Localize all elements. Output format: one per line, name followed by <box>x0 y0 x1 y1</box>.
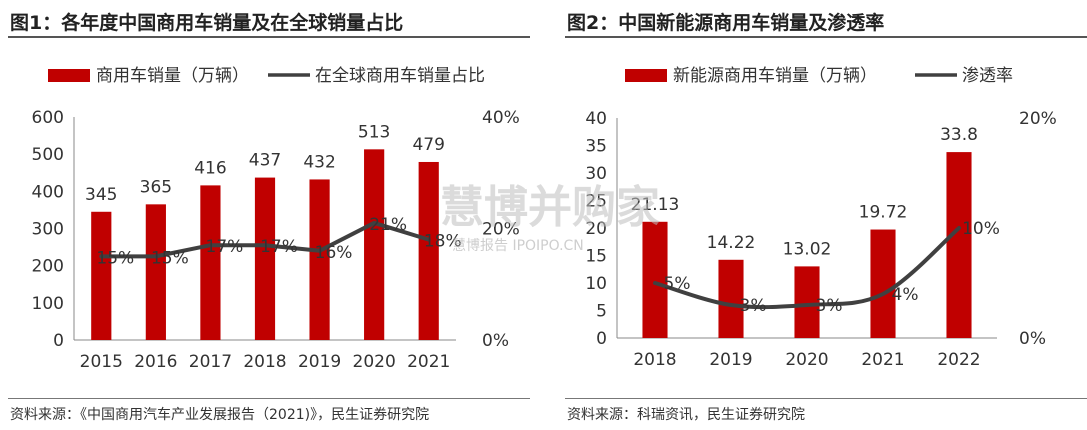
bar <box>946 152 972 338</box>
bar <box>794 266 820 338</box>
bar <box>870 229 896 338</box>
legend-label-line: 渗透率 <box>962 66 1013 86</box>
bar <box>309 179 330 340</box>
line-point <box>881 292 885 296</box>
legend-label-bar: 新能源商用车销量（万辆） <box>673 66 877 86</box>
bar-value-label: 21.13 <box>631 195 680 215</box>
bar-value-label: 479 <box>412 135 444 155</box>
line-point <box>208 243 212 247</box>
line-value-label: 10% <box>962 219 1000 239</box>
y-left-tick-label: 25 <box>585 192 607 212</box>
source-divider-left <box>8 398 530 399</box>
y-left-tick-label: 0 <box>596 329 607 349</box>
line-value-label: 15% <box>151 248 189 268</box>
bar-value-label: 365 <box>140 177 172 197</box>
x-tick-label: 2016 <box>134 352 177 372</box>
bar-value-label: 13.02 <box>783 239 832 259</box>
bar <box>364 149 385 340</box>
line-value-label: 4% <box>892 285 919 305</box>
line-value-label: 16% <box>315 243 353 263</box>
line-point <box>653 281 657 285</box>
line-point <box>372 221 376 225</box>
x-tick-label: 2017 <box>189 352 232 372</box>
x-tick-label: 2018 <box>243 352 286 372</box>
legend-label-line: 在全球商用车销量占比 <box>315 66 485 86</box>
line-point <box>99 254 103 258</box>
bar-value-label: 14.22 <box>707 233 756 253</box>
bar <box>418 161 439 340</box>
bar-value-label: 437 <box>249 151 281 171</box>
x-tick-label: 2019 <box>709 350 752 370</box>
line-value-label: 3% <box>740 296 767 316</box>
title-divider-left <box>8 36 530 38</box>
y-left-tick-label: 30 <box>585 164 607 184</box>
bar <box>91 211 112 340</box>
bar-value-label: 19.72 <box>859 203 908 223</box>
y-right-tick-label: 20% <box>482 220 520 240</box>
line-value-label: 18% <box>424 232 462 252</box>
line-point <box>263 243 267 247</box>
legend-label-bar: 商用车销量（万辆） <box>96 66 249 86</box>
line-point <box>805 303 809 307</box>
bar-value-label: 33.8 <box>940 125 978 145</box>
line-point <box>154 254 158 258</box>
source-note-right: 资料来源：科瑞资讯，民生证券研究院 <box>567 407 805 423</box>
x-tick-label: 2021 <box>407 352 450 372</box>
line-value-label: 17% <box>260 237 298 257</box>
line-value-label: 5% <box>664 274 691 294</box>
y-left-tick-label: 20 <box>585 219 607 239</box>
y-left-tick-label: 5 <box>596 302 607 322</box>
legend-swatch-bar <box>48 69 90 82</box>
bar <box>145 204 166 340</box>
bar-value-label: 432 <box>303 152 335 172</box>
line-point <box>729 303 733 307</box>
chart-right: 新能源商用车销量（万辆） 渗透率 0 5 10 15 20 25 30 35 40 0% 20% 21.1… <box>585 66 1057 370</box>
chart-left: 商用车销量（万辆） 在全球商用车销量占比 0 100 200 300 400 500 600 0%… <box>32 66 520 372</box>
chart-title-left: 图1：各年度中国商用车销量及在全球销量占比 <box>10 12 404 34</box>
y-left-tick-label: 35 <box>585 137 607 157</box>
x-tick-label: 2022 <box>937 350 980 370</box>
line-value-label: 21% <box>369 215 407 235</box>
y-right-tick-label: 40% <box>482 108 520 128</box>
y-right-tick-label: 0% <box>482 331 509 351</box>
y-left-tick-label: 15 <box>585 247 607 267</box>
bar <box>254 177 276 340</box>
line-point <box>318 249 322 253</box>
y-left-tick-label: 400 <box>32 182 64 202</box>
bar <box>718 259 744 338</box>
line-value-label: 15% <box>96 248 134 268</box>
line-point <box>957 226 961 230</box>
y-left-tick-label: 200 <box>32 257 64 277</box>
chart-panel-left: 图1：各年度中国商用车销量及在全球销量占比 商用车销量（万辆） 在全球商用车销量占… <box>0 0 530 430</box>
line-value-label: 3% <box>816 296 843 316</box>
y-left-tick-label: 500 <box>32 145 64 165</box>
bar-value-label: 345 <box>85 185 117 205</box>
x-tick-label: 2018 <box>633 350 676 370</box>
y-left-tick-label: 0 <box>53 331 64 351</box>
source-note-left: 资料来源：《中国商用汽车产业发展报告（2021)》，民生证券研究院 <box>10 407 430 423</box>
x-tick-label: 2015 <box>80 352 123 372</box>
y-left-tick-label: 600 <box>32 108 64 128</box>
x-tick-label: 2020 <box>785 350 828 370</box>
x-tick-label: 2020 <box>353 352 396 372</box>
bar <box>642 221 668 338</box>
y-left-tick-label: 40 <box>585 109 607 129</box>
y-left-tick-label: 10 <box>585 274 607 294</box>
y-left-tick-label: 300 <box>32 220 64 240</box>
bar <box>200 185 221 340</box>
bar-value-label: 416 <box>194 158 226 178</box>
bar-value-label: 513 <box>358 122 390 142</box>
line-value-label: 17% <box>206 237 244 257</box>
source-divider-right <box>565 398 1087 399</box>
x-tick-label: 2019 <box>298 352 341 372</box>
y-right-tick-label: 20% <box>1019 109 1057 129</box>
title-divider-right <box>565 36 1087 38</box>
chart-panel-right: 图2：中国新能源商用车销量及渗透率 新能源商用车销量（万辆） 渗透率 0 5 10 15 2… <box>557 0 1087 430</box>
y-left-tick-label: 100 <box>32 294 64 314</box>
line-point <box>427 238 431 242</box>
x-tick-label: 2021 <box>861 350 904 370</box>
chart-title-right: 图2：中国新能源商用车销量及渗透率 <box>567 12 885 34</box>
legend-swatch-bar <box>625 69 667 82</box>
y-right-tick-label: 0% <box>1019 329 1046 349</box>
